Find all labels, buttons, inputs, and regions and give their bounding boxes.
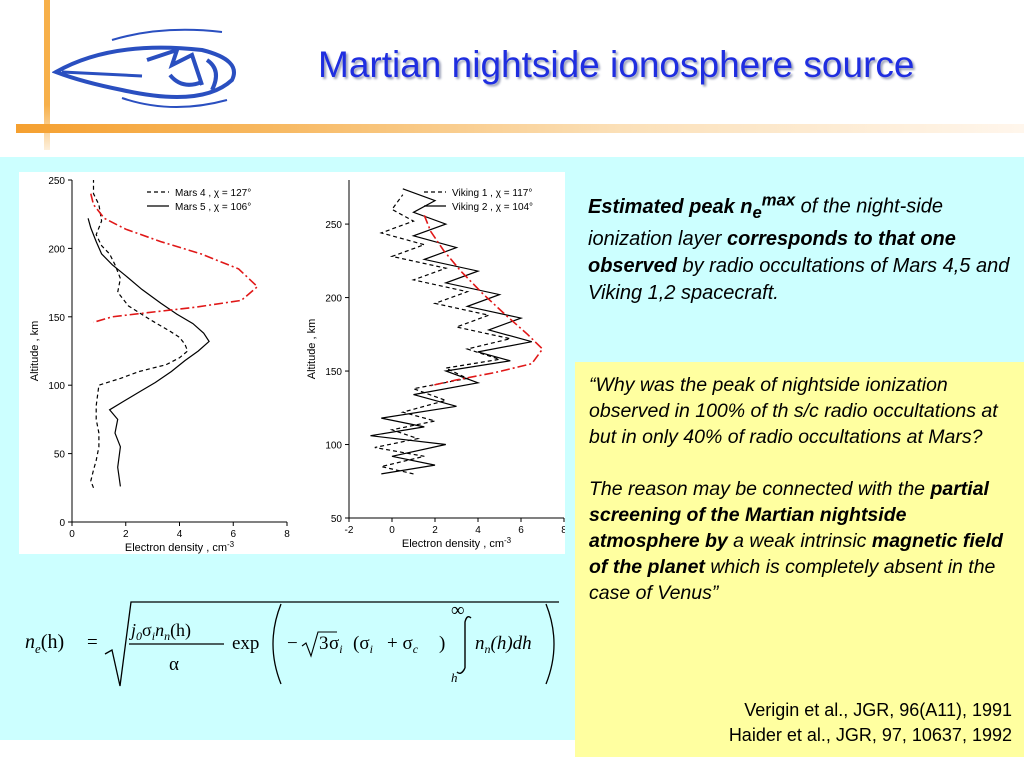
y-tick-label: 250: [48, 176, 65, 187]
svg-text:): ): [439, 633, 445, 654]
svg-text:(σi: (σi: [353, 633, 373, 656]
x-tick-label: 8: [561, 525, 565, 536]
model-profile-line: [423, 215, 544, 387]
y-tick-label: 100: [325, 441, 342, 452]
model-profile-line: [90, 193, 259, 324]
y-axis-label: Altitude , km: [29, 321, 41, 382]
iki-logo: [52, 28, 236, 109]
legend-entry: Mars 5 , χ = 106°: [175, 202, 251, 213]
x-tick-label: 2: [432, 525, 438, 536]
series-line-1-0: [374, 194, 511, 475]
equation: ne(h) = j0σinn(h) α exp − 3 σi (σi + σc …: [25, 600, 559, 687]
x-tick-label: 0: [389, 525, 395, 536]
header-vertical-bar: [44, 0, 50, 150]
legend-entry: Mars 4 , χ = 127°: [175, 188, 251, 199]
svg-text:j0σinn(h): j0σinn(h): [129, 620, 191, 643]
legend-entry: Viking 1 , χ = 117°: [452, 188, 532, 199]
svg-text:+ σc: + σc: [387, 633, 419, 656]
slide-title: Martian nightside ionosphere source: [318, 44, 915, 85]
quote-box: “Why was the peak of nightside ionizatio…: [575, 362, 1024, 757]
svg-text:∞: ∞: [451, 600, 465, 621]
y-tick-label: 200: [325, 294, 342, 305]
series-line-1-1: [370, 188, 532, 475]
svg-text:σi: σi: [329, 633, 343, 656]
header-horizontal-bar: [16, 124, 1024, 133]
x-tick-label: 0: [69, 529, 75, 540]
x-axis-label: Electron density , cm-3: [125, 540, 235, 554]
references: Verigin et al., JGR, 96(A11), 1991 Haide…: [729, 698, 1012, 748]
x-axis-label: Electron density , cm-3: [402, 536, 512, 550]
reference-1: Verigin et al., JGR, 96(A11), 1991: [744, 700, 1012, 720]
series-line-0-1: [87, 218, 210, 487]
y-tick-label: 200: [48, 244, 65, 255]
y-axis-label: Altitude , km: [306, 319, 318, 380]
svg-text:nn(h)dh: nn(h)dh: [475, 633, 532, 656]
x-tick-label: 6: [518, 525, 524, 536]
y-tick-label: 50: [331, 514, 343, 525]
x-tick-label: -2: [345, 525, 354, 536]
y-tick-label: 0: [59, 518, 65, 529]
y-tick-label: 150: [325, 367, 342, 378]
svg-text:exp: exp: [232, 633, 259, 654]
series-line-0-0: [90, 180, 189, 489]
x-tick-label: 2: [123, 529, 129, 540]
svg-text:α: α: [169, 654, 179, 675]
legend-entry: Viking 2 , χ = 104°: [452, 202, 533, 213]
y-tick-label: 250: [325, 220, 342, 231]
svg-text:ne(h): ne(h): [25, 631, 64, 656]
y-tick-label: 50: [54, 450, 66, 461]
x-tick-label: 6: [230, 529, 236, 540]
x-tick-label: 8: [284, 529, 290, 540]
reference-2: Haider et al., JGR, 97, 10637, 1992: [728, 725, 1012, 745]
quote-bold-2: magnetic field of the planet: [589, 530, 1003, 578]
x-tick-label: 4: [177, 529, 183, 540]
summary-text: Estimated peak nemax of the night-side i…: [588, 190, 1010, 304]
svg-text:h: h: [451, 670, 458, 685]
svg-text:=: =: [87, 632, 98, 653]
x-tick-label: 4: [475, 525, 481, 536]
y-tick-label: 150: [48, 313, 65, 324]
quote-text: “Why was the peak of nightside ionizatio…: [589, 374, 1003, 604]
svg-text:−: −: [287, 633, 298, 654]
quote-bold-1: partial screening of the Martian nightsi…: [589, 478, 989, 552]
svg-text:3: 3: [319, 633, 329, 654]
quote-question: “Why was the peak of nightside ionizatio…: [589, 374, 998, 448]
figure-panel: 0 2 4 6 8 0 50 100 150 200 250 Electron density , c…: [19, 172, 565, 554]
summary-bold-2: corresponds to that one observed: [588, 227, 956, 277]
y-tick-label: 100: [48, 381, 65, 392]
summary-bold-1: Estimated peak nemax: [588, 190, 796, 222]
